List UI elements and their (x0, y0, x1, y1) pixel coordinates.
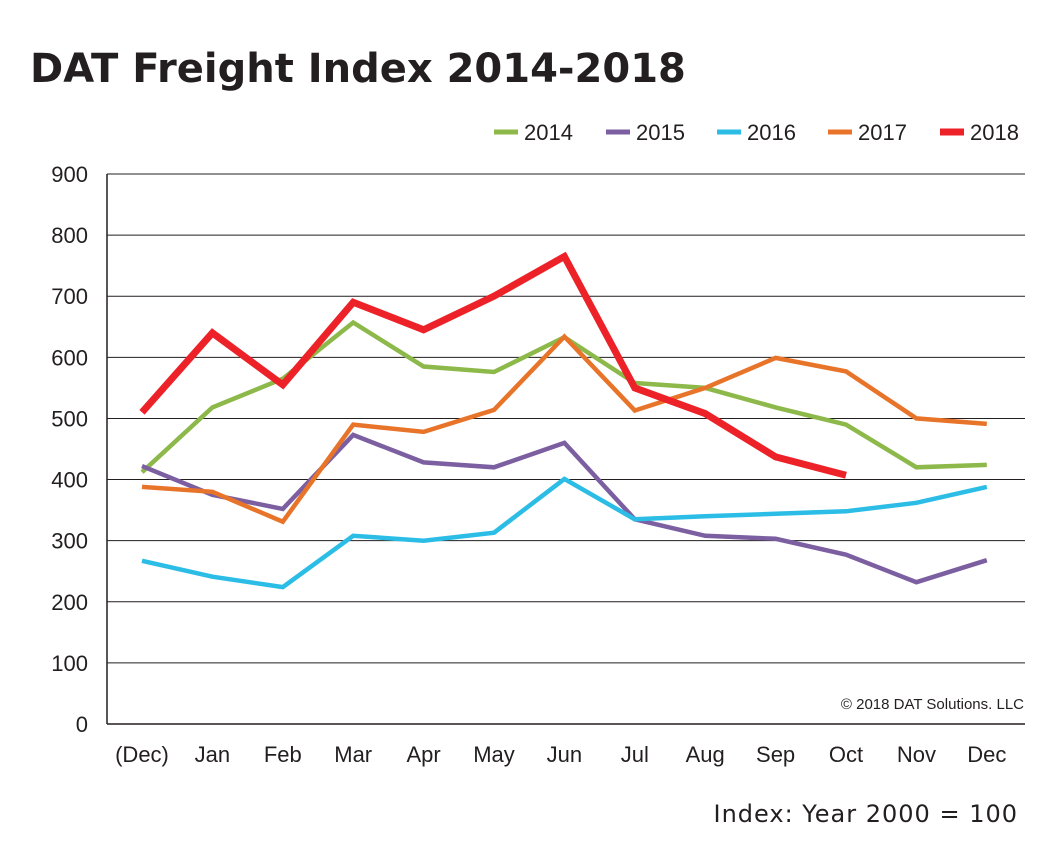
series-line-2018 (139, 251, 847, 479)
series-line-2017 (141, 333, 987, 525)
legend-item-2015: 2015 (606, 120, 685, 145)
y-tick-label: 400 (51, 468, 88, 493)
x-tick-label: Mar (334, 742, 372, 767)
x-tick-label: Apr (406, 742, 440, 767)
chart-title: DAT Freight Index 2014-2018 (30, 46, 686, 92)
series-line-2016 (141, 476, 988, 590)
x-tick-label: Oct (829, 742, 863, 767)
x-tick-label: Dec (967, 742, 1006, 767)
x-tick-label: Nov (897, 742, 936, 767)
y-tick-label: 200 (51, 590, 88, 615)
legend-label: 2014 (524, 120, 573, 145)
x-tick-label: Jun (547, 742, 582, 767)
x-tick-label: Feb (264, 742, 302, 767)
y-tick-label: 300 (51, 529, 88, 554)
y-axis: 0 100 200 300 400 500 600 700 800 900 (51, 162, 108, 737)
gridlines (107, 173, 1025, 664)
legend-item-2018: 2018 (940, 120, 1019, 145)
legend-label: 2017 (858, 120, 907, 145)
legend-label: 2018 (970, 120, 1019, 145)
x-tick-label: (Dec) (115, 742, 169, 767)
y-tick-label: 800 (51, 223, 88, 248)
x-tick-label: Jan (195, 742, 230, 767)
x-tick-label: Aug (686, 742, 725, 767)
y-tick-label: 700 (51, 284, 88, 309)
legend-label: 2015 (636, 120, 685, 145)
y-tick-label: 0 (76, 712, 88, 737)
x-axis: (Dec) Jan Feb Mar Apr May Jun Jul Aug Sep Oct Nov De… (107, 723, 1025, 767)
legend: 2014 2015 2016 2017 2018 (494, 120, 1019, 145)
x-tick-label: May (473, 742, 515, 767)
y-tick-label: 600 (51, 345, 88, 370)
series-lines (139, 251, 988, 590)
y-tick-label: 900 (51, 162, 88, 187)
y-tick-label: 100 (51, 651, 88, 676)
index-footnote: Index: Year 2000 = 100 (714, 800, 1018, 828)
legend-item-2016: 2016 (717, 120, 796, 145)
series-line-2014 (140, 319, 987, 474)
y-tick-label: 500 (51, 406, 88, 431)
x-tick-label: Jul (621, 742, 649, 767)
copyright-note: © 2018 DAT Solutions. LLC (841, 696, 1024, 713)
x-tick-label: Sep (756, 742, 795, 767)
legend-item-2017: 2017 (828, 120, 907, 145)
legend-label: 2016 (747, 120, 796, 145)
legend-item-2014: 2014 (494, 120, 573, 145)
